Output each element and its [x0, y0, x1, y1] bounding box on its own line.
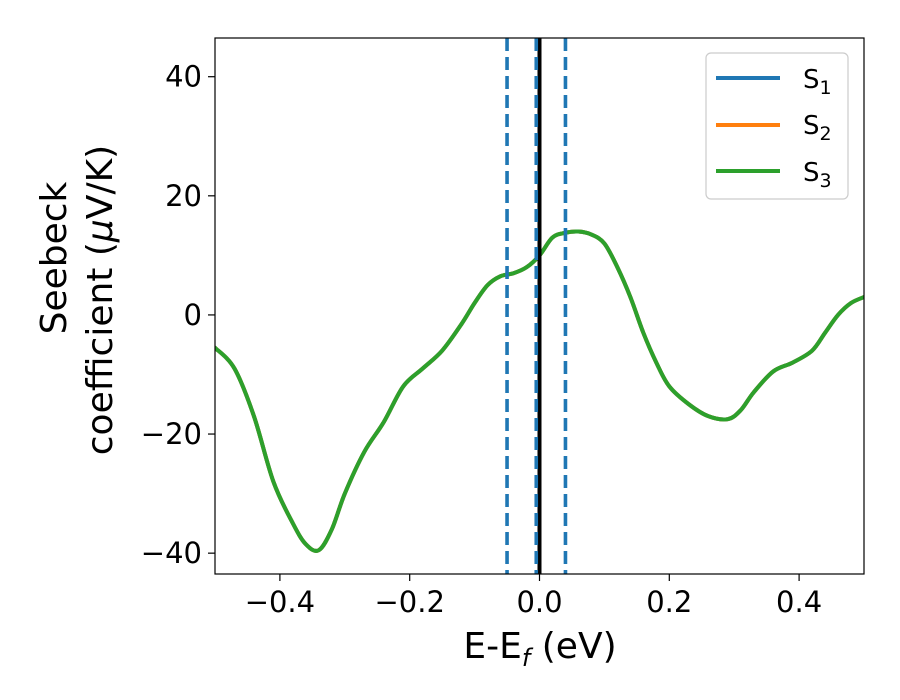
x-tick-label: 0.0 — [516, 585, 562, 619]
y-tick-label: 40 — [165, 60, 202, 94]
axes: −0.4 −0.2 0.0 0.2 0.4 −40 −20 0 20 40 — [141, 37, 865, 619]
legend: S1 S2 S3 — [705, 52, 849, 200]
y-tick-label: 0 — [184, 298, 202, 332]
y-axis-title-line2: coefficient (μV/K) — [80, 145, 121, 455]
x-tick-label: −0.4 — [245, 585, 315, 619]
legend-label-s3: S3 — [803, 158, 832, 192]
legend-label-s2: S2 — [803, 111, 832, 145]
y-axis-title-line1: Seebeck — [34, 181, 75, 334]
x-tick-label: 0.2 — [646, 585, 692, 619]
y-tick-label: −40 — [141, 536, 202, 570]
y-tick-label: −20 — [141, 417, 202, 451]
series-line-s3 — [215, 229, 864, 553]
legend-label-s1: S1 — [803, 65, 832, 99]
x-tick-label: −0.2 — [374, 585, 444, 619]
y-tick-label: 20 — [165, 179, 202, 213]
x-tick-label: 0.4 — [776, 585, 822, 619]
plot-area — [215, 38, 864, 574]
x-axis-title: E-Ef (eV) — [463, 626, 616, 672]
